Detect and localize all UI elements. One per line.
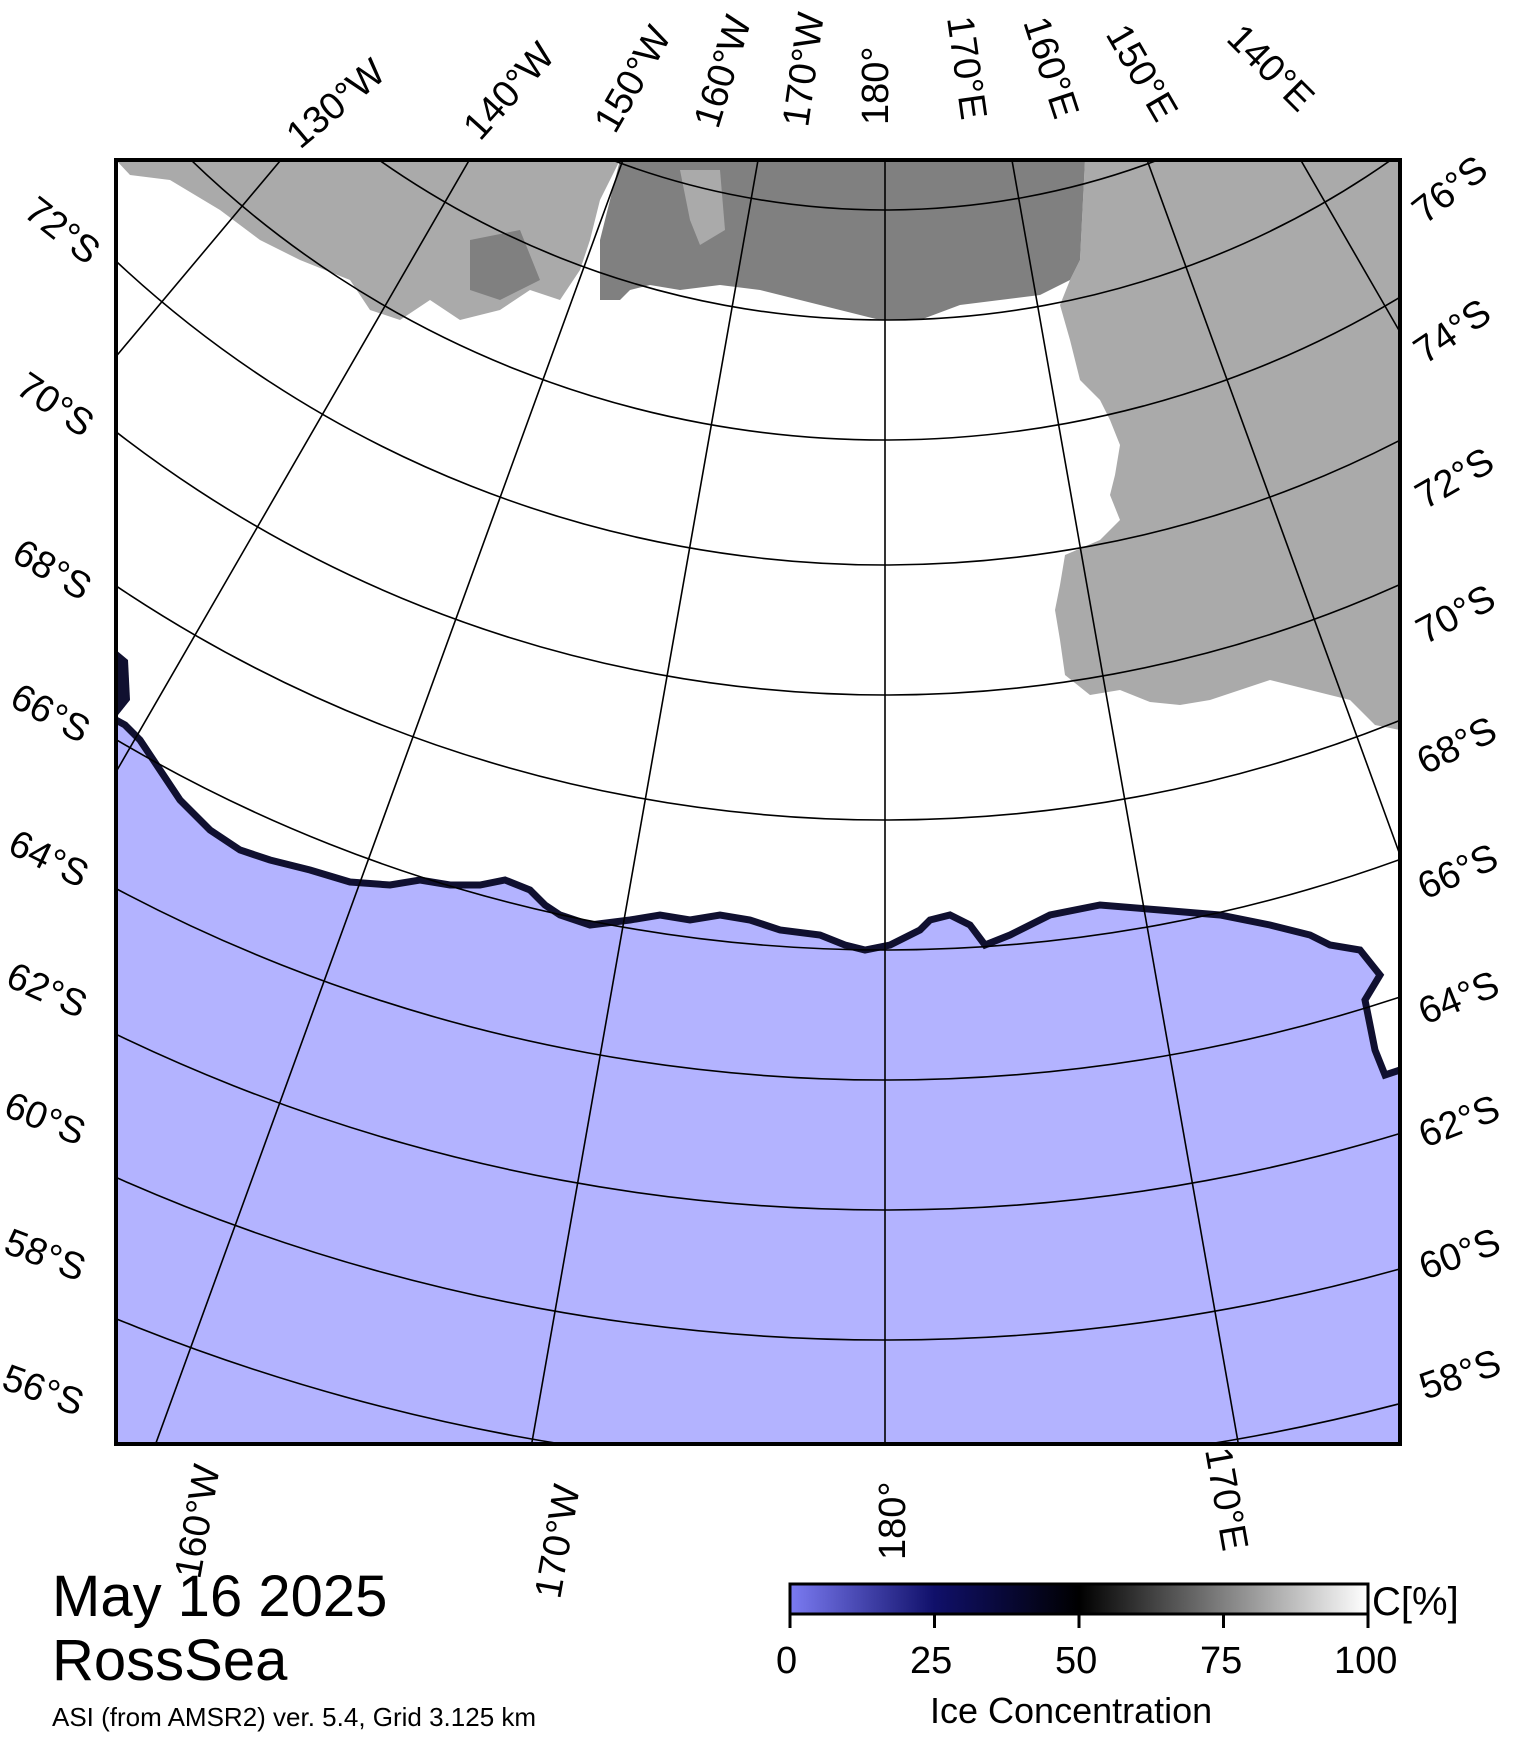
lon-label: 170°E [938, 13, 994, 122]
colorbar-tick-label: 75 [1200, 1640, 1243, 1682]
colorbar-tick-label: 25 [910, 1640, 953, 1682]
lat-label: 68°S [1411, 709, 1504, 783]
land [1055, 160, 1400, 730]
map-region: RossSea [52, 1628, 288, 1693]
graticule [116, 0, 1520, 1444]
coast-polynya [116, 650, 130, 715]
colorbar-tick-label: 50 [1055, 1640, 1098, 1682]
lon-label: 160°W [686, 11, 760, 133]
lon-label: 170°E [1196, 1444, 1255, 1554]
lon-label: 140°E [1219, 17, 1322, 120]
lat-label: 60°S [1414, 1221, 1506, 1289]
colorbar-unit: C[%] [1372, 1580, 1459, 1624]
lat-label: 56°S [0, 1357, 89, 1425]
lat-label: 64°S [2, 822, 95, 896]
lat-label: 64°S [1413, 963, 1506, 1033]
lat-label: 68°S [6, 531, 99, 609]
lat-label: 72°S [1409, 440, 1502, 518]
lat-label: 58°S [0, 1221, 91, 1290]
ice-shelf-west [470, 230, 540, 300]
lon-label: 170°W [775, 10, 833, 129]
longitude-line [116, 160, 471, 774]
lat-label: 62°S [0, 955, 93, 1027]
map-frame [114, 158, 1402, 1446]
sea-ice [116, 160, 1400, 1075]
left-lat-labels: 72°S 70°S 68°S 66°S 64°S 62°S 60°S 58°S … [0, 189, 108, 1425]
lon-label: 160°E [1014, 12, 1086, 124]
right-lat-labels: 76°S 74°S 72°S 70°S 68°S 66°S 64°S 62°S … [1405, 148, 1507, 1408]
lat-label: 70°S [9, 365, 101, 446]
top-lon-labels: 130°W 140°W 150°W 160°W 170°W 180° 170°E… [279, 10, 1322, 157]
roosevelt-island [680, 170, 725, 245]
map-area [116, 0, 1520, 1444]
colorbar-title: Ice Concentration [930, 1690, 1213, 1731]
longitude-line [1146, 160, 1400, 858]
longitude-line [116, 160, 282, 358]
longitude-line [1491, 0, 1520, 540]
lon-label: 170°W [528, 1481, 589, 1601]
lat-label: 70°S [1410, 577, 1503, 653]
lon-label: 180° [855, 46, 897, 125]
colorbar-tick-label: 0 [776, 1640, 798, 1682]
ice-edge [116, 716, 1400, 1080]
colorbar-tick-label: 100 [1334, 1640, 1398, 1682]
lon-label: 150°W [586, 19, 680, 139]
lon-label: 130°W [279, 51, 394, 157]
lat-label: 66°S [4, 676, 97, 752]
product-info: ASI (from AMSR2) ver. 5.4, Grid 3.125 km [52, 1702, 537, 1732]
longitude-line [154, 160, 624, 1444]
map-date: May 16 2025 [52, 1564, 388, 1629]
lon-label: 150°E [1097, 18, 1185, 129]
lat-label: 76°S [1405, 148, 1496, 232]
longitude-line [530, 160, 759, 1444]
lat-label: 74°S [1407, 291, 1499, 372]
lat-label: 58°S [1414, 1342, 1506, 1409]
colorbar-ticks [788, 1614, 1370, 1628]
lon-label: 180° [872, 1481, 914, 1560]
longitude-line [1011, 160, 1240, 1444]
lat-label: 60°S [0, 1084, 91, 1154]
longitude-line [1299, 160, 1400, 334]
lat-label: 62°S [1413, 1088, 1505, 1157]
lon-label: 140°W [455, 35, 563, 148]
lat-label: 72°S [16, 189, 107, 273]
lat-label: 66°S [1412, 836, 1505, 908]
colorbar [788, 1582, 1370, 1616]
